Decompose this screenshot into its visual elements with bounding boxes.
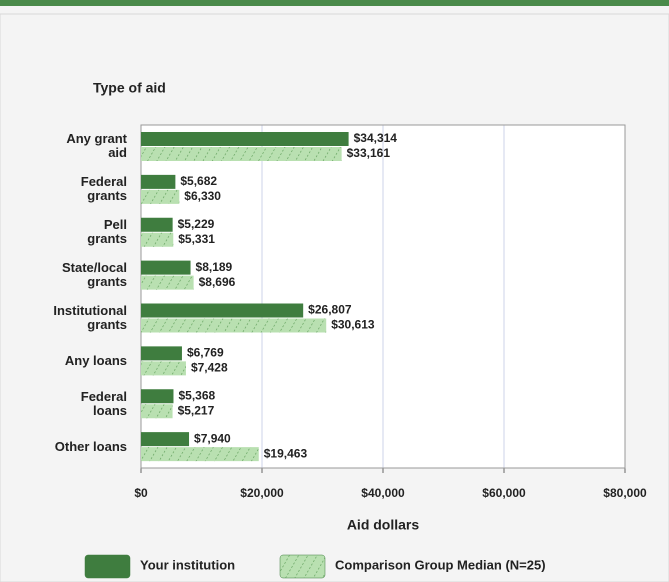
data-label: $5,229: [178, 217, 215, 231]
x-tick-label: $0: [134, 486, 148, 500]
y-tick-label: Federal grants: [80, 174, 127, 204]
data-label: $7,940: [194, 431, 231, 445]
plot-border: [140, 124, 626, 469]
x-tick-label: $80,000: [603, 486, 647, 500]
bar: [141, 389, 174, 404]
legend-hatch: [280, 555, 325, 578]
data-label: $26,807: [308, 303, 352, 317]
bar-hatch: [141, 189, 180, 204]
bar: [141, 346, 182, 361]
bar-hatch: [141, 404, 173, 419]
y-tick-label: Pell grants: [87, 217, 127, 247]
bar: [141, 432, 190, 447]
x-tick-label: $20,000: [240, 486, 284, 500]
bar: [141, 217, 173, 232]
bar-hatch: [141, 275, 194, 290]
y-tick-label: Other loans: [54, 438, 127, 454]
x-tick-label: $40,000: [361, 486, 405, 500]
y-tick-label: State/local grants: [61, 260, 127, 290]
x-tick-label: $60,000: [482, 486, 526, 500]
bar: [141, 303, 304, 318]
data-label: $8,189: [196, 260, 233, 274]
data-label: $8,696: [199, 275, 236, 289]
chart-title: Type of aid: [93, 80, 166, 96]
data-label: $30,613: [331, 318, 375, 332]
bar-hatch: [141, 361, 186, 376]
x-axis-label: Aid dollars: [347, 517, 420, 533]
data-label: $33,161: [347, 146, 391, 160]
bar-hatch: [141, 147, 342, 161]
legend-swatch: [84, 554, 131, 579]
data-label: $19,463: [264, 446, 308, 460]
bar: [141, 260, 191, 275]
data-label: $5,368: [178, 388, 215, 402]
top-bar: [0, 0, 669, 6]
data-label: $7,428: [191, 361, 228, 375]
data-label: $5,331: [178, 232, 215, 246]
bar: [141, 132, 349, 146]
data-label: $5,217: [178, 403, 215, 417]
y-tick-label: Any grant aid: [66, 131, 127, 161]
bar-hatch: [141, 232, 174, 247]
data-label: $5,682: [180, 174, 217, 188]
data-label: $6,769: [187, 346, 224, 360]
data-label: $6,330: [184, 189, 221, 203]
y-tick-label: Institutional grants: [53, 302, 127, 332]
bar: [141, 174, 176, 189]
legend-label: Your institution: [140, 557, 235, 572]
data-label: $34,314: [354, 131, 398, 145]
bar-hatch: [141, 318, 327, 333]
y-tick-label: Any loans: [64, 352, 127, 368]
y-tick-label: Federal loans: [80, 388, 127, 418]
legend-label: Comparison Group Median (N=25): [335, 557, 546, 572]
bar-hatch: [141, 447, 259, 462]
